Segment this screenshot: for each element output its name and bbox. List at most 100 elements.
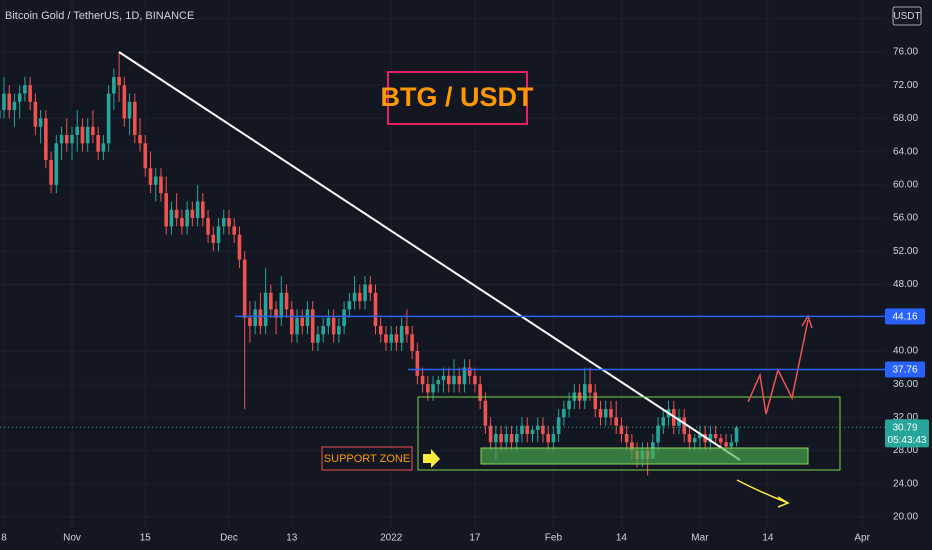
candle-body <box>692 438 697 443</box>
candle-body <box>436 380 441 385</box>
candle-body <box>227 218 231 227</box>
annotation: BTG / USDT <box>381 82 535 112</box>
candle-body <box>310 309 315 343</box>
candle-body <box>473 375 477 385</box>
candle-body <box>117 76 121 86</box>
y-tick-label: 72.00 <box>893 80 918 91</box>
candle-body <box>122 85 127 119</box>
candle-body <box>708 433 713 443</box>
candle-body <box>583 384 587 401</box>
candle-body <box>153 176 158 185</box>
candle-body <box>190 209 195 219</box>
candle-body <box>169 209 174 227</box>
candle-body <box>724 442 728 447</box>
candle-body <box>546 433 550 443</box>
candle-body <box>452 375 456 385</box>
candle-body <box>206 218 210 235</box>
candle-body <box>159 176 163 194</box>
level-tag <box>885 308 925 325</box>
last-price-label: 30.79 <box>892 423 917 434</box>
down-arrow <box>736 479 789 504</box>
x-tick-label: 17 <box>469 533 481 544</box>
y-tick-label: 28.00 <box>893 445 918 456</box>
candle-body <box>347 301 352 310</box>
candle-body <box>326 317 331 327</box>
candle-body <box>211 234 216 243</box>
candle-body <box>91 126 95 136</box>
candle-body <box>614 417 618 426</box>
candle-body <box>603 409 608 418</box>
candle-body <box>269 292 273 310</box>
candle-body <box>28 85 32 102</box>
candle-body <box>593 392 598 410</box>
candle-body <box>253 309 257 327</box>
candle-body <box>713 433 718 439</box>
candles <box>0 51 739 476</box>
x-tick-label: 14 <box>616 533 628 544</box>
candle-body <box>70 135 74 144</box>
y-tick-label: 68.00 <box>893 113 918 124</box>
candle-body <box>619 425 624 434</box>
candle-body <box>295 317 299 335</box>
candle-body <box>698 433 702 439</box>
candle-body <box>305 309 310 327</box>
candle-body <box>467 367 472 376</box>
level-tag-label: 37.76 <box>892 365 917 376</box>
level-tag-label: 44.16 <box>892 312 917 323</box>
candle-body <box>410 334 414 351</box>
candle-body <box>132 101 137 136</box>
candle-body <box>44 118 48 160</box>
x-tick-label: Mar <box>691 533 709 544</box>
x-tick-label: Apr <box>854 533 870 544</box>
candle-body <box>504 433 509 443</box>
candle-body <box>85 126 90 144</box>
candle-body <box>54 143 59 185</box>
y-tick-label: 56.00 <box>893 213 918 224</box>
y-tick-label: 64.00 <box>893 146 918 157</box>
candle-body <box>420 375 425 385</box>
level-tag <box>885 361 925 378</box>
zone-label: SUPPORT ZONE <box>324 453 410 465</box>
candle-body <box>514 433 519 443</box>
candle-body <box>535 425 540 430</box>
candle-body <box>174 209 179 219</box>
candle-body <box>588 384 592 393</box>
candle-body <box>541 425 545 434</box>
x-tick-label: Feb <box>545 533 563 544</box>
currency-box <box>892 6 922 26</box>
y-tick-label: 76.00 <box>893 47 918 58</box>
candle-body <box>478 384 482 401</box>
candle-body <box>242 259 247 318</box>
candle-body <box>216 226 221 243</box>
candle-body <box>520 425 524 434</box>
candle-body <box>321 326 325 335</box>
candle-body <box>687 433 692 443</box>
candle-body <box>0 110 1 119</box>
candle-body <box>331 317 336 335</box>
candle-body <box>258 309 263 327</box>
candle-body <box>363 284 367 302</box>
y-tick-label: 60.00 <box>893 179 918 190</box>
candle-body <box>101 143 106 152</box>
candle-body <box>59 135 64 144</box>
candle-body <box>415 350 420 376</box>
candle-body <box>195 201 200 219</box>
zone-label-box <box>321 446 413 471</box>
candle-body <box>17 93 22 102</box>
candle-body <box>232 226 237 235</box>
candle-body <box>389 334 393 343</box>
candle-body <box>49 159 53 185</box>
candle-body <box>488 425 493 443</box>
candle-body <box>446 375 451 385</box>
candle-body <box>248 317 252 327</box>
currency: USDT <box>893 11 920 22</box>
candle-body <box>180 218 184 227</box>
axes: 8 76.00 72.00 68.00 64.00 60.00 56.00 52.00 48.0… <box>1 13 918 543</box>
candle-body <box>316 334 320 343</box>
down-arrowhead <box>777 496 790 508</box>
candle-body <box>300 317 305 327</box>
candle-body <box>457 375 462 385</box>
candle-body <box>562 409 566 418</box>
candle-body <box>2 93 6 111</box>
candle-body <box>462 367 467 385</box>
